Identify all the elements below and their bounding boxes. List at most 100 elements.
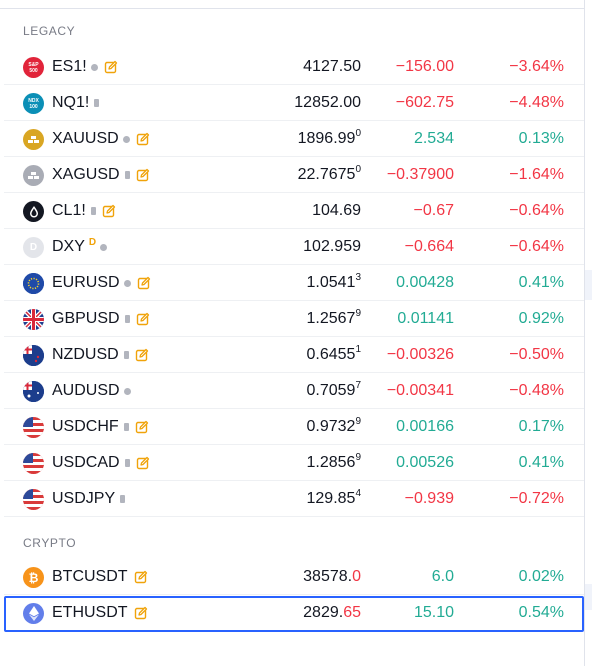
watchlist-row-gbpusd[interactable]: GBPUSD 1.25679 0.01141 0.92% xyxy=(4,302,584,337)
edit-note-icon[interactable] xyxy=(135,420,149,434)
top-divider xyxy=(0,8,584,9)
symbol-name: NQ1! xyxy=(52,94,90,111)
edit-note-icon[interactable] xyxy=(135,348,149,362)
scroll-edge-marker xyxy=(585,584,592,610)
change-value: 6.0 xyxy=(431,568,454,585)
symbol-cell[interactable]: ES1! xyxy=(52,58,118,76)
last-price-main: 0.9732 xyxy=(306,418,356,435)
change-percent: 0.92% xyxy=(518,310,564,327)
last-price-fraction: 9 xyxy=(355,308,361,319)
symbol-name: ETHUSDT xyxy=(52,604,128,621)
change-value: −0.00341 xyxy=(386,382,454,399)
last-price: 102.959 xyxy=(303,238,361,256)
bitcoin-icon: ₿ xyxy=(23,567,44,588)
oil-drop-icon xyxy=(23,201,44,222)
change-percent: −3.64% xyxy=(509,58,564,75)
symbol-cell[interactable]: CL1! xyxy=(52,202,116,220)
change-percent: −0.50% xyxy=(509,346,564,363)
edit-note-icon[interactable] xyxy=(136,456,150,470)
last-price: 1.25679 xyxy=(306,308,362,328)
watchlist-row-usdcad[interactable]: USDCAD 1.28569 0.00526 0.41% xyxy=(4,446,584,481)
change-value: −0.67 xyxy=(413,202,454,219)
uk-flag-icon xyxy=(23,309,44,330)
last-price: 12852.00 xyxy=(294,94,361,112)
edit-note-icon[interactable] xyxy=(136,168,150,182)
market-status-marker xyxy=(94,99,100,107)
last-price-main: 0.7059 xyxy=(306,382,356,399)
symbol-name: USDCHF xyxy=(52,418,119,435)
last-price-tick: 0 xyxy=(352,568,361,585)
watchlist-row-usdjpy[interactable]: USDJPY 129.854 −0.939 −0.72% xyxy=(4,482,584,517)
market-status-dot xyxy=(122,135,130,143)
section-header-crypto[interactable]: CRYPTO xyxy=(23,536,77,550)
symbol-cell[interactable]: XAGUSD xyxy=(52,166,150,184)
last-price-main: 38578. xyxy=(303,568,353,585)
last-price-fraction: 3 xyxy=(355,272,361,283)
watchlist-row-dxy[interactable]: D DXY D 102.959 −0.664 −0.64% xyxy=(4,230,584,265)
change-percent: −0.48% xyxy=(509,382,564,399)
symbol-name: USDJPY xyxy=(52,490,116,507)
us-ch-flag-icon xyxy=(23,417,44,438)
watchlist-row-xagusd[interactable]: XAGUSD 22.76750 −0.37900 −1.64% xyxy=(4,158,584,193)
symbol-cell[interactable]: USDCHF xyxy=(52,418,149,436)
change-percent: 0.13% xyxy=(518,130,564,147)
edit-note-icon[interactable] xyxy=(136,132,150,146)
change-value: −602.75 xyxy=(395,94,454,111)
symbol-cell[interactable]: DXY D xyxy=(52,237,108,256)
edit-note-icon[interactable] xyxy=(134,606,148,620)
watchlist-row-ethusdt[interactable]: ETHUSDT 2829.65 15.10 0.54% xyxy=(4,596,584,632)
watchlist-row-xauusd[interactable]: XAUUSD 1896.990 2.534 0.13% xyxy=(4,122,584,157)
last-price-main: 2829. xyxy=(303,604,344,621)
change-percent: 0.41% xyxy=(518,454,564,471)
symbol-cell[interactable]: XAUUSD xyxy=(52,130,150,148)
section-header-legacy[interactable]: LEGACY xyxy=(23,24,76,38)
market-status-dot xyxy=(123,279,131,287)
symbol-cell[interactable]: EURUSD xyxy=(52,274,151,292)
change-value: −0.37900 xyxy=(386,166,454,183)
nasdaq-icon: NDX 100 xyxy=(23,93,44,114)
symbol-cell[interactable]: NQ1! xyxy=(52,94,100,112)
last-price-fraction: 7 xyxy=(355,380,361,391)
watchlist-row-btcusdt[interactable]: ₿ BTCUSDT 38578.0 6.0 0.02% xyxy=(4,560,584,595)
edit-note-icon[interactable] xyxy=(136,312,150,326)
symbol-cell[interactable]: NZDUSD xyxy=(52,346,149,364)
market-status-dot xyxy=(123,387,131,395)
watchlist-row-usdchf[interactable]: USDCHF 0.97329 0.00166 0.17% xyxy=(4,410,584,445)
symbol-cell[interactable]: ETHUSDT xyxy=(52,604,148,622)
last-price: 38578.0 xyxy=(303,568,361,586)
change-percent: −0.64% xyxy=(509,202,564,219)
last-price: 0.70597 xyxy=(306,380,362,400)
symbol-name: XAGUSD xyxy=(52,166,120,183)
last-price-main: 102.959 xyxy=(303,238,361,255)
symbol-cell[interactable]: USDCAD xyxy=(52,454,150,472)
last-price-main: 1896.99 xyxy=(297,130,356,147)
last-price-main: 1.0541 xyxy=(306,274,356,291)
ethereum-icon xyxy=(23,603,44,624)
edit-note-icon[interactable] xyxy=(137,276,151,290)
symbol-cell[interactable]: USDJPY xyxy=(52,490,126,508)
scroll-edge-marker xyxy=(585,270,592,300)
edit-note-icon[interactable] xyxy=(134,570,148,584)
last-price-main: 1.2567 xyxy=(306,310,356,327)
symbol-cell[interactable]: BTCUSDT xyxy=(52,568,148,586)
symbol-name: XAUUSD xyxy=(52,130,119,147)
market-status-marker xyxy=(120,495,126,503)
watchlist-row-nq1[interactable]: NDX 100 NQ1! 12852.00 −602.75 −4.48% xyxy=(4,86,584,121)
edit-note-icon[interactable] xyxy=(102,204,116,218)
watchlist-row-cl1[interactable]: CL1! 104.69 −0.67 −0.64% xyxy=(4,194,584,229)
market-status-marker xyxy=(124,459,130,467)
eu-flag-icon xyxy=(23,273,44,294)
last-price-main: 129.85 xyxy=(306,490,356,507)
watchlist-row-eurusd[interactable]: EURUSD 1.05413 0.00428 0.41% xyxy=(4,266,584,301)
change-value: −0.00326 xyxy=(386,346,454,363)
watchlist-row-es1[interactable]: S&P 500 ES1! 4127.50 −156.00 −3.64% xyxy=(4,50,584,85)
last-price-main: 0.6455 xyxy=(306,346,356,363)
symbol-cell[interactable]: AUDUSD xyxy=(52,382,131,400)
change-percent: −0.72% xyxy=(509,490,564,507)
edit-note-icon[interactable] xyxy=(104,60,118,74)
watchlist-row-audusd[interactable]: AUDUSD 0.70597 −0.00341 −0.48% xyxy=(4,374,584,409)
watchlist-row-nzdusd[interactable]: NZDUSD 0.64551 −0.00326 −0.50% xyxy=(4,338,584,373)
symbol-name: GBPUSD xyxy=(52,310,120,327)
symbol-name: USDCAD xyxy=(52,454,120,471)
symbol-cell[interactable]: GBPUSD xyxy=(52,310,150,328)
